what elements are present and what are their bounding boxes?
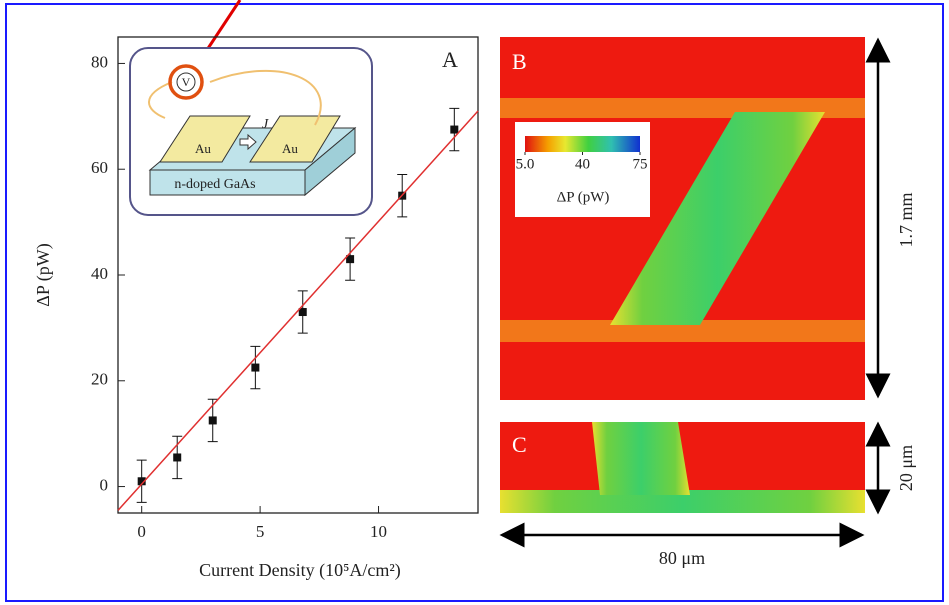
y-tick-label: 80 xyxy=(91,52,108,71)
data-point xyxy=(251,363,260,372)
data-point xyxy=(137,477,146,486)
inset-label: V xyxy=(182,75,191,89)
colorbar-tick-label: 5.0 xyxy=(516,156,535,172)
y-tick-label: 20 xyxy=(91,370,108,389)
inset-label: n-doped GaAs xyxy=(174,177,255,192)
x-tick-label: 0 xyxy=(137,522,146,541)
edge-band xyxy=(500,320,865,342)
data-point xyxy=(173,453,182,462)
current-arrow xyxy=(239,133,257,151)
colorbar-tick-label: 75 xyxy=(633,156,648,172)
y-tick-label: 0 xyxy=(100,475,109,494)
y-axis-label: ΔP (pW) xyxy=(33,243,54,306)
current-band xyxy=(610,112,825,325)
inset-label: Au xyxy=(282,141,298,156)
substrate-side xyxy=(304,126,356,197)
data-point xyxy=(450,125,459,134)
pad xyxy=(249,115,341,163)
data-point xyxy=(346,255,355,264)
y-tick-label: 40 xyxy=(91,264,108,283)
scale-label: 20 μm xyxy=(896,445,916,491)
panel-label: C xyxy=(512,432,527,457)
panel-b: B ΔP (pW) 1.7 mm xyxy=(500,37,916,400)
x-tick-label: 5 xyxy=(256,522,265,541)
x-axis-label: Current Density (10⁵A/cm²) xyxy=(199,560,401,581)
scale-label: 80 μm xyxy=(659,548,705,568)
y-tick-label: 60 xyxy=(91,158,108,177)
wire xyxy=(148,69,322,126)
fit-line xyxy=(117,110,479,511)
colorbar xyxy=(525,136,640,152)
inset-label: J xyxy=(262,117,269,132)
highlight xyxy=(168,64,204,100)
frame xyxy=(5,3,944,602)
voltmeter xyxy=(176,72,196,92)
plot-area xyxy=(117,107,479,511)
panel-label: B xyxy=(512,49,527,74)
scale-label: 1.7 mm xyxy=(896,192,916,247)
inset-label: Au xyxy=(195,141,211,156)
current-band xyxy=(500,490,865,513)
colorbar-label: ΔP (pW) xyxy=(557,189,610,205)
data-point xyxy=(208,416,217,425)
data-point xyxy=(298,308,307,317)
colorbar-tick-label: 40 xyxy=(575,156,590,172)
pad xyxy=(159,115,251,163)
x-tick-label: 10 xyxy=(370,522,387,541)
current-band xyxy=(592,422,690,495)
inset: V J Au Au n-doped GaAs xyxy=(129,47,373,216)
panel-label: A xyxy=(442,47,458,72)
panel-c: C 20 μm 80 μm xyxy=(499,421,916,568)
